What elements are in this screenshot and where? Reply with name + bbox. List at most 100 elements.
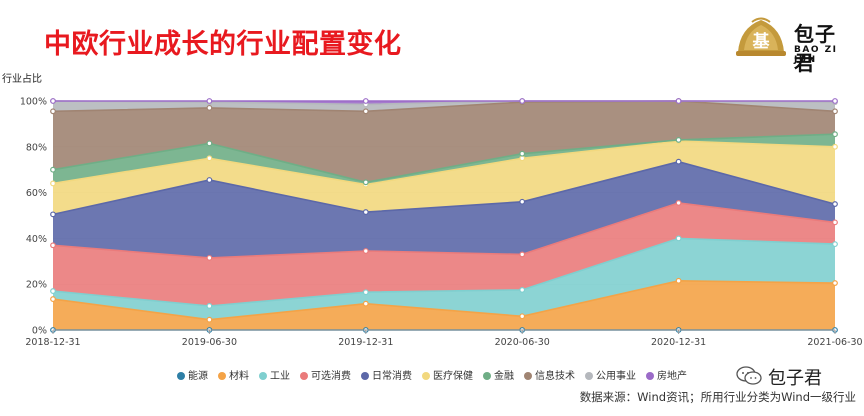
area-日常消费	[53, 161, 835, 258]
data-point-日常消费	[675, 158, 682, 165]
wechat-icon	[736, 366, 762, 385]
legend-marker	[422, 372, 430, 380]
data-point-可选消费	[832, 219, 838, 226]
logo-text: 包子君	[794, 22, 836, 75]
data-point-日常消费	[832, 201, 838, 207]
data-point-医疗保健	[832, 143, 838, 150]
data-point-材料	[832, 280, 838, 286]
data-point-金融	[362, 179, 369, 186]
data-point-材料	[675, 277, 682, 284]
x-tick-label: 2021-06-30	[807, 337, 862, 348]
watermark-text: 包子君	[768, 368, 822, 389]
data-point-工业	[519, 287, 526, 293]
series-line-可选消费	[52, 202, 836, 259]
data-point-房地产	[362, 98, 369, 104]
brand-logo: 基 包子君 BAO ZI JUN	[734, 14, 856, 75]
stacked-area-chart: 0% 20% 40% 60% 80% 100% 2018-12-31 2019-06-30 20…	[20, 97, 863, 349]
legend-label: 材料	[229, 371, 249, 382]
y-tick-label: 100%	[20, 97, 47, 108]
legend-label: 工业	[270, 371, 290, 382]
x-tick-label: 2020-06-30	[495, 337, 550, 348]
legend-item: 医疗保健	[422, 367, 473, 382]
data-point-房地产	[675, 98, 682, 104]
legend-label: 信息技术	[535, 371, 575, 382]
legend-marker	[524, 372, 532, 380]
y-tick-label: 0%	[32, 326, 47, 337]
data-point-材料	[519, 313, 526, 320]
data-point-信息技术	[832, 108, 838, 115]
y-tick-label: 20%	[26, 280, 47, 291]
legend-label: 金融	[494, 371, 514, 382]
area-材料	[53, 280, 835, 330]
page-title: 中欧行业成长的行业配置变化	[44, 29, 402, 60]
legend-item: 能源	[177, 367, 208, 382]
legend-label: 医疗保健	[433, 371, 473, 382]
logo-subtext: BAO ZI JUN	[794, 45, 838, 65]
legend-item: 信息技术	[524, 367, 575, 382]
data-point-医疗保健	[206, 155, 213, 162]
data-point-金融	[675, 137, 682, 143]
area-金融	[53, 134, 835, 185]
legend-item: 公用事业	[585, 367, 636, 382]
data-point-信息技术	[50, 108, 56, 115]
legend-label: 房地产	[657, 371, 687, 382]
data-point-房地产	[519, 98, 526, 104]
x-tick-label: 2019-06-30	[182, 337, 237, 348]
legend-item: 工业	[259, 367, 290, 382]
legend-label: 公用事业	[596, 371, 636, 382]
svg-text:基: 基	[752, 31, 771, 52]
data-point-工业	[50, 288, 56, 294]
legend-label: 能源	[188, 371, 208, 382]
legend-marker	[218, 372, 226, 380]
y-tick-label: 60%	[26, 188, 47, 199]
legend-marker	[585, 372, 593, 380]
area-可选消费	[53, 202, 835, 306]
series-line-医疗保健	[52, 140, 836, 186]
data-point-材料	[50, 296, 56, 302]
data-point-可选消费	[50, 242, 56, 249]
data-point-可选消费	[675, 200, 682, 206]
legend-marker	[646, 372, 654, 380]
data-point-日常消费	[362, 209, 369, 215]
data-point-工业	[675, 235, 682, 242]
legend-item: 金融	[483, 367, 514, 382]
y-tick-label: 40%	[26, 234, 47, 245]
bun-logo-icon: 基	[736, 17, 786, 56]
data-point-医疗保健	[50, 180, 56, 187]
data-point-工业	[362, 289, 369, 296]
data-point-金融	[50, 166, 56, 173]
legend-label: 日常消费	[372, 371, 412, 382]
data-point-房地产	[50, 98, 56, 104]
series-line-材料	[52, 279, 836, 321]
data-point-金融	[832, 131, 838, 138]
series-line-信息技术	[52, 100, 836, 113]
data-point-信息技术	[206, 104, 213, 111]
chart-legend: 能源 材料 工业 可选消费 日常消费 医疗保健 金融 信息技术 公用事业 房地产	[0, 367, 864, 382]
data-point-金融	[519, 150, 526, 157]
area-信息技术	[53, 101, 835, 183]
data-point-日常消费	[519, 198, 526, 205]
series-line-日常消费	[52, 160, 836, 216]
legend-item: 可选消费	[300, 367, 351, 382]
area-工业	[53, 238, 835, 320]
legend-item: 材料	[218, 367, 249, 382]
area-医疗保健	[53, 141, 835, 215]
legend-marker	[259, 372, 267, 380]
legend-item: 日常消费	[361, 367, 412, 382]
data-point-工业	[832, 241, 838, 248]
data-point-材料	[362, 300, 369, 307]
legend-label: 可选消费	[311, 371, 351, 382]
series-line-金融	[52, 133, 836, 184]
data-point-房地产	[206, 98, 213, 104]
data-point-医疗保健	[519, 155, 526, 162]
data-point-可选消费	[362, 248, 369, 254]
legend-marker	[361, 372, 369, 380]
x-tick-label: 2020-12-31	[651, 337, 706, 348]
data-point-日常消费	[206, 177, 213, 183]
legend-item: 房地产	[646, 367, 687, 382]
data-point-可选消费	[206, 254, 213, 261]
legend-marker	[483, 372, 491, 380]
series-line-工业	[52, 237, 836, 307]
data-point-房地产	[832, 98, 838, 104]
y-tick-label: 80%	[26, 142, 47, 153]
